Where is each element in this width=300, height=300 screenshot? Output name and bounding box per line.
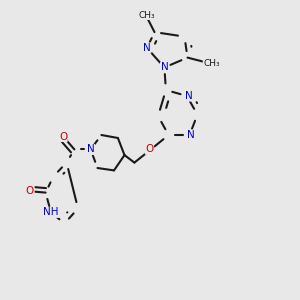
Text: O: O <box>26 186 34 197</box>
Text: O: O <box>145 144 154 154</box>
Text: CH₃: CH₃ <box>203 58 220 68</box>
Text: N: N <box>184 91 192 101</box>
Text: NH: NH <box>43 207 59 218</box>
Text: O: O <box>59 131 67 142</box>
Text: N: N <box>187 130 195 140</box>
Text: CH₃: CH₃ <box>139 11 155 20</box>
Text: N: N <box>160 62 168 73</box>
Text: N: N <box>143 43 151 53</box>
Text: N: N <box>87 144 94 154</box>
